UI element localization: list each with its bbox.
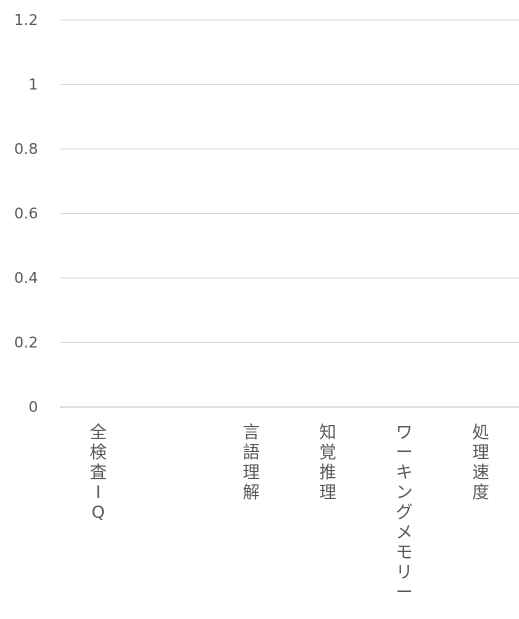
- y-tick-label: 0.2: [14, 334, 38, 352]
- y-tick-label: 0.6: [14, 205, 38, 223]
- x-category-label: 全検査 I Q: [90, 423, 107, 523]
- gridlines: [60, 19, 519, 408]
- y-axis-ticks: 0 0.2 0.4 0.6 0.8 1 1.2: [14, 11, 38, 416]
- y-tick-label: 0.8: [14, 140, 38, 158]
- x-axis-categories: 全検査 I Q 言語理解 知覚推理 ワーキングメモリー 処理速度: [90, 423, 490, 603]
- x-category-label: 知覚推理: [319, 423, 336, 503]
- y-tick-label: 1.2: [14, 11, 38, 29]
- y-tick-label: 0.4: [14, 269, 38, 287]
- x-category-label: 言語理解: [243, 423, 260, 503]
- y-tick-label: 0: [28, 398, 38, 416]
- x-category-label: 処理速度: [472, 423, 489, 503]
- x-category-label: ワーキングメモリー: [396, 423, 413, 603]
- y-tick-label: 1: [28, 76, 38, 94]
